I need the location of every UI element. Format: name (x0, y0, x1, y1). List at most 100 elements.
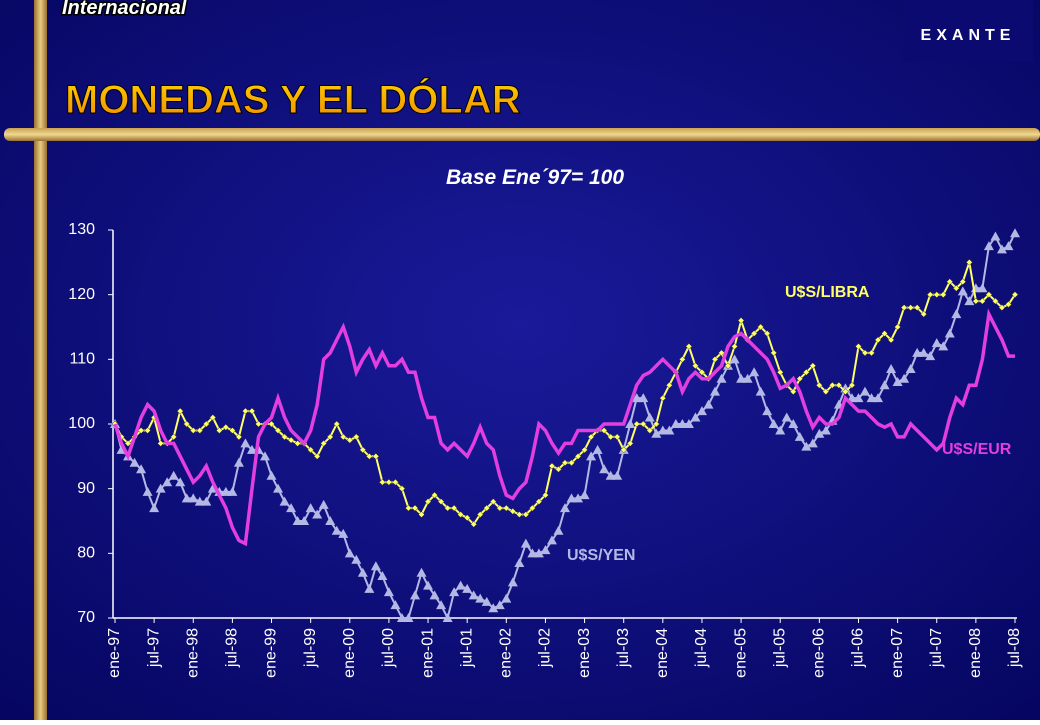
point-marker (899, 373, 910, 383)
x-tick-label: ene-98 (184, 628, 201, 678)
point-marker (411, 504, 419, 512)
point-marker (977, 283, 988, 293)
point-marker (183, 420, 191, 428)
point-marker (716, 373, 727, 383)
point-marker (307, 446, 315, 454)
x-tick-label: jul-05 (771, 628, 788, 668)
point-marker (711, 355, 719, 363)
point-marker (860, 386, 870, 396)
point-marker (279, 496, 290, 506)
point-marker (855, 343, 862, 350)
point-marker (385, 478, 393, 486)
point-marker (379, 478, 386, 486)
point-marker (542, 491, 549, 499)
x-tick-label: ene-08 (967, 628, 984, 678)
y-tick-label: 130 (68, 221, 95, 238)
point-marker (631, 393, 642, 403)
point-marker (372, 452, 380, 460)
logo-box (903, 0, 1033, 62)
point-marker (196, 427, 204, 434)
y-tick-label: 70 (77, 609, 95, 626)
x-tick-label: ene-05 (732, 628, 749, 678)
point-marker (881, 330, 888, 337)
point-marker (972, 297, 980, 305)
point-marker (202, 420, 210, 428)
point-marker (494, 600, 505, 610)
point-marker (246, 444, 257, 454)
point-marker (364, 583, 375, 593)
y-tick-label: 90 (77, 480, 95, 497)
point-marker (470, 520, 478, 528)
point-marker (274, 427, 282, 434)
series-label: U$S/YEN (567, 547, 635, 564)
point-marker (188, 493, 199, 503)
point-marker (952, 284, 960, 292)
point-marker (377, 570, 388, 580)
point-marker (281, 433, 288, 441)
point-marker (848, 381, 856, 389)
point-marker (644, 412, 655, 422)
point-marker (546, 535, 557, 545)
point-marker (515, 511, 523, 518)
point-marker (913, 304, 921, 311)
point-marker (351, 554, 362, 564)
point-marker (626, 440, 634, 447)
point-marker (566, 493, 577, 503)
point-marker (162, 477, 173, 487)
point-marker (996, 244, 1007, 254)
point-marker (788, 419, 799, 428)
point-marker (483, 504, 491, 512)
x-tick-label: jul-01 (458, 628, 475, 668)
point-marker (789, 388, 797, 396)
point-marker (698, 368, 706, 376)
point-marker (292, 516, 303, 525)
point-marker (612, 470, 623, 480)
point-marker (592, 444, 603, 454)
point-marker (944, 328, 955, 338)
point-marker (568, 459, 575, 467)
point-marker (457, 511, 465, 518)
point-marker (201, 496, 212, 506)
point-marker (685, 343, 693, 350)
point-marker (533, 548, 544, 558)
point-marker (168, 470, 179, 480)
point-marker (770, 349, 778, 357)
point-marker (1011, 291, 1019, 299)
point-marker (664, 425, 675, 435)
x-tick-label: jul-99 (302, 628, 319, 668)
point-marker (866, 393, 877, 403)
point-marker (418, 511, 425, 518)
point-marker (359, 446, 367, 454)
point-marker (696, 406, 707, 416)
point-marker (540, 545, 551, 555)
point-marker (957, 286, 968, 296)
point-marker (333, 420, 341, 428)
x-tick-label: ene-97 (106, 628, 123, 678)
point-marker (320, 440, 328, 447)
point-marker (410, 590, 420, 600)
point-marker (496, 504, 504, 512)
point-marker (920, 310, 928, 318)
point-marker (581, 446, 588, 454)
point-marker (737, 317, 745, 324)
point-marker (868, 349, 875, 357)
point-marker (501, 593, 512, 603)
point-marker (229, 427, 236, 434)
point-marker (776, 368, 784, 376)
point-marker (998, 304, 1006, 311)
point-marker (509, 507, 517, 515)
point-marker (938, 341, 949, 351)
point-marker (731, 343, 738, 350)
point-marker (326, 433, 334, 441)
point-marker (555, 465, 562, 473)
point-marker (724, 362, 732, 370)
point-marker (639, 420, 647, 428)
point-marker (489, 498, 497, 505)
point-marker (155, 483, 166, 493)
point-marker (873, 393, 884, 403)
point-marker (431, 491, 438, 499)
point-marker (548, 462, 556, 470)
point-marker (900, 304, 908, 311)
point-marker (233, 457, 244, 467)
x-tick-label: jul-04 (693, 628, 710, 668)
